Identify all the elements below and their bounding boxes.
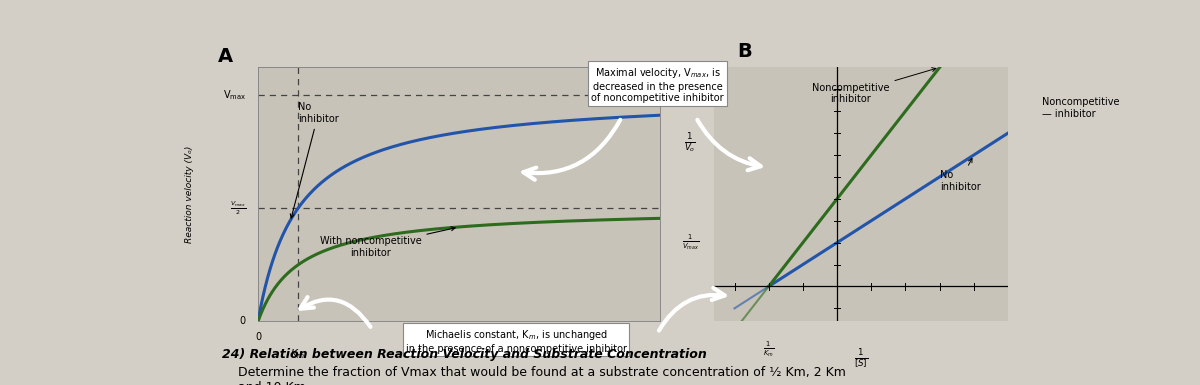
Text: 0: 0 — [254, 331, 262, 341]
Text: No
inhibitor: No inhibitor — [290, 102, 338, 218]
Text: Noncompetitive
inhibitor: Noncompetitive inhibitor — [812, 68, 936, 104]
Text: No
inhibitor: No inhibitor — [940, 158, 980, 192]
Text: Michaelis constant, K$_m$, is unchanged
in the presence of a noncompetitive inhi: Michaelis constant, K$_m$, is unchanged … — [406, 328, 626, 353]
Text: Reaction velocity (Vₒ): Reaction velocity (Vₒ) — [185, 146, 194, 243]
Text: With noncompetitive
inhibitor: With noncompetitive inhibitor — [319, 227, 455, 258]
Text: Determine the fraction of Vmax that would be found at a substrate concentration : Determine the fraction of Vmax that woul… — [222, 366, 846, 379]
Text: V$_{\mathrm{max}}$: V$_{\mathrm{max}}$ — [222, 88, 246, 102]
Text: K$_m$: K$_m$ — [290, 347, 306, 361]
Text: 24) Relation between Reaction Velocity and Substrate Concentration: 24) Relation between Reaction Velocity a… — [222, 348, 707, 362]
Text: and 10 Km.: and 10 Km. — [222, 381, 310, 385]
Text: Noncompetitive
— inhibitor: Noncompetitive — inhibitor — [1042, 97, 1120, 119]
Text: [S]: [S] — [450, 339, 468, 352]
Text: A: A — [218, 47, 233, 66]
Text: 0: 0 — [240, 316, 246, 326]
Text: $\frac{1}{V_o}$: $\frac{1}{V_o}$ — [684, 132, 696, 155]
Text: B: B — [738, 42, 752, 61]
Text: $\frac{1}{K_m}$: $\frac{1}{K_m}$ — [763, 339, 774, 359]
Text: Maximal velocity, V$_{max}$, is
decreased in the presence
of noncompetitive inhi: Maximal velocity, V$_{max}$, is decrease… — [592, 66, 724, 103]
Text: $\frac{1}{[S]}$: $\frac{1}{[S]}$ — [854, 347, 868, 370]
Text: $\frac{V_{max}}{2}$: $\frac{V_{max}}{2}$ — [230, 199, 246, 217]
Text: $\frac{1}{V_{max}}$: $\frac{1}{V_{max}}$ — [682, 233, 700, 252]
